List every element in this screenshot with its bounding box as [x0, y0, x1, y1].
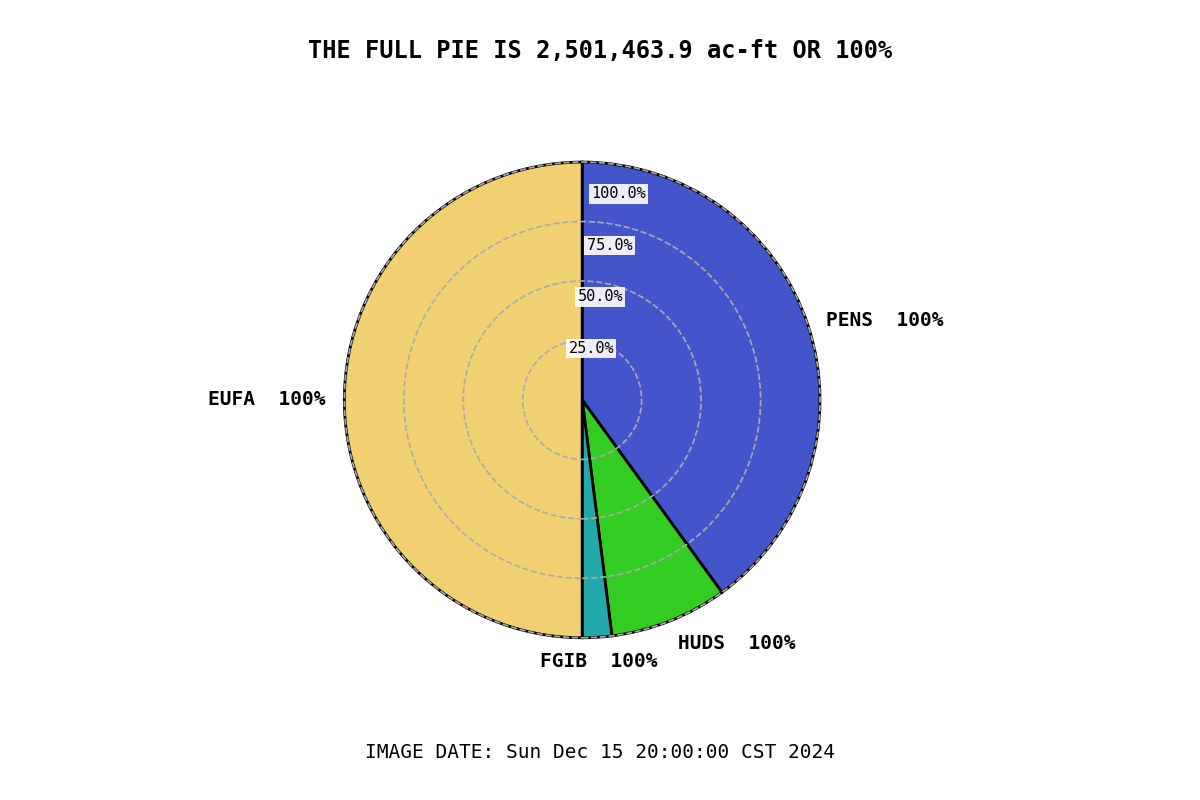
Wedge shape: [582, 400, 612, 638]
Wedge shape: [582, 400, 722, 636]
Wedge shape: [344, 162, 582, 638]
Text: 25.0%: 25.0%: [569, 341, 614, 356]
Text: FGIB  100%: FGIB 100%: [540, 651, 658, 670]
Text: 75.0%: 75.0%: [587, 238, 632, 253]
Text: 100.0%: 100.0%: [592, 186, 646, 202]
Text: 50.0%: 50.0%: [577, 290, 623, 304]
Text: HUDS  100%: HUDS 100%: [678, 634, 796, 653]
Wedge shape: [582, 162, 820, 592]
Text: EUFA  100%: EUFA 100%: [208, 390, 325, 410]
Text: PENS  100%: PENS 100%: [827, 311, 944, 330]
Text: IMAGE DATE: Sun Dec 15 20:00:00 CST 2024: IMAGE DATE: Sun Dec 15 20:00:00 CST 2024: [365, 742, 835, 762]
Title: THE FULL PIE IS 2,501,463.9 ac-ft OR 100%: THE FULL PIE IS 2,501,463.9 ac-ft OR 100…: [308, 39, 892, 63]
